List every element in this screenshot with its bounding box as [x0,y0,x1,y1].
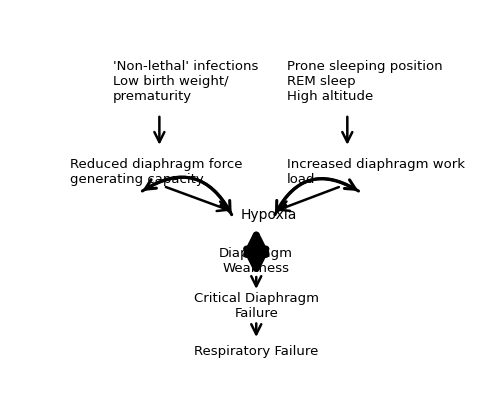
Text: Critical Diaphragm
Failure: Critical Diaphragm Failure [194,292,319,320]
Text: Hypoxia: Hypoxia [241,208,297,222]
Text: Increased diaphragm work
load: Increased diaphragm work load [287,158,465,186]
Text: Prone sleeping position
REM sleep
High altitude: Prone sleeping position REM sleep High a… [287,59,443,102]
Text: Respiratory Failure: Respiratory Failure [194,344,318,357]
Text: Reduced diaphragm force
generating capacity: Reduced diaphragm force generating capac… [70,158,243,186]
Text: 'Non-lethal' infections
Low birth weight/
prematurity: 'Non-lethal' infections Low birth weight… [113,59,258,102]
Text: Diaphragm
Weakness: Diaphragm Weakness [219,248,293,275]
